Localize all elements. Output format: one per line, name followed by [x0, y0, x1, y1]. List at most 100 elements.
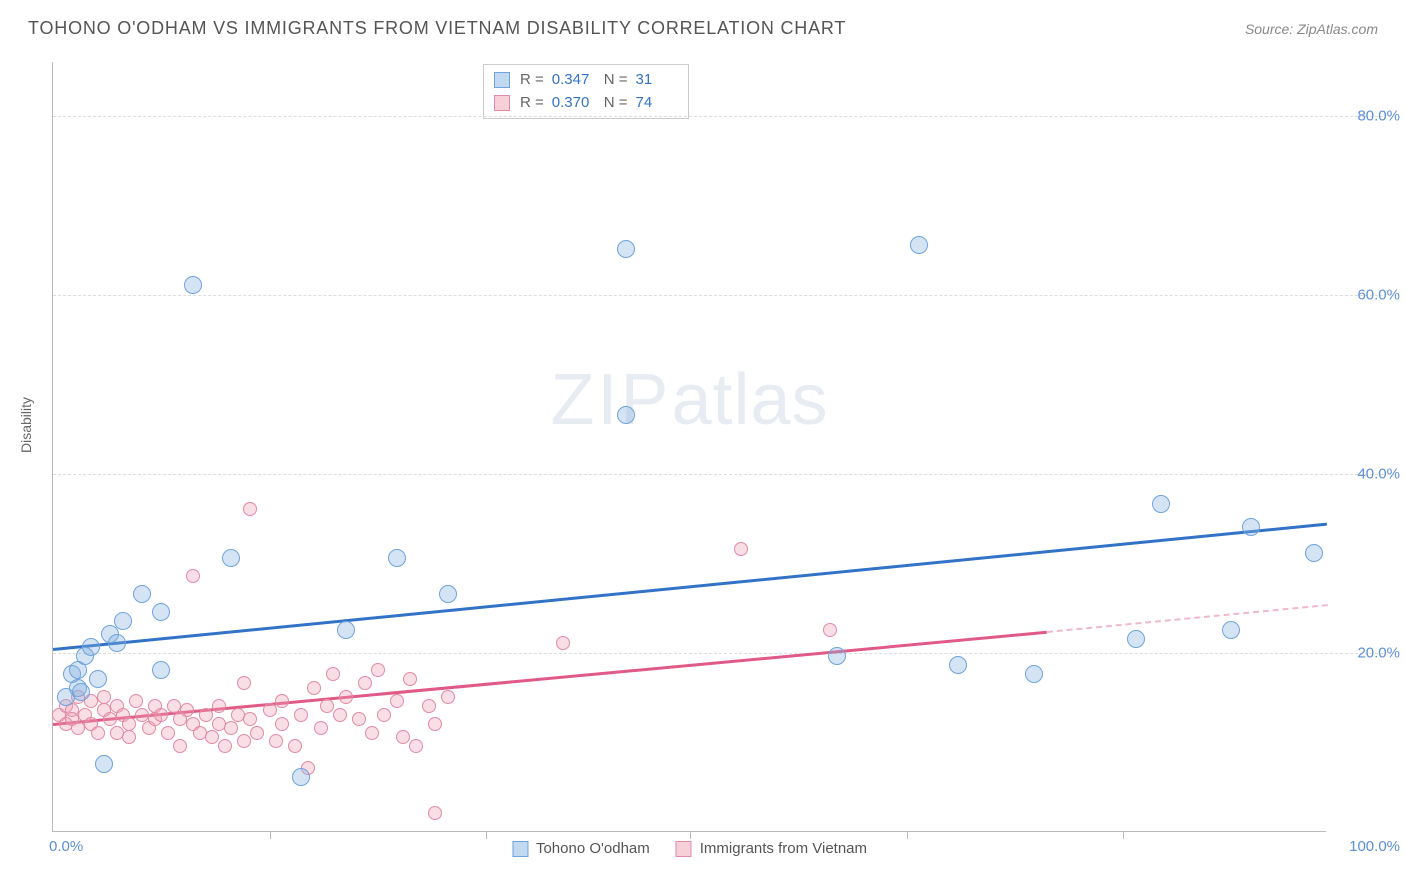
data-point	[243, 712, 257, 726]
data-point	[823, 623, 837, 637]
gridline	[53, 653, 1383, 654]
data-point	[1127, 630, 1145, 648]
data-point	[320, 699, 334, 713]
data-point	[224, 721, 238, 735]
data-point	[352, 712, 366, 726]
data-point	[422, 699, 436, 713]
data-point	[1242, 518, 1260, 536]
data-point	[269, 734, 283, 748]
data-point	[161, 726, 175, 740]
data-point	[388, 549, 406, 567]
data-point	[390, 694, 404, 708]
data-point	[339, 690, 353, 704]
data-point	[133, 585, 151, 603]
data-point	[275, 717, 289, 731]
watermark: ZIPatlas	[550, 359, 828, 441]
data-point	[288, 739, 302, 753]
x-minor-tick	[907, 831, 908, 839]
data-point	[173, 739, 187, 753]
data-point	[828, 647, 846, 665]
data-point	[949, 656, 967, 674]
data-point	[89, 670, 107, 688]
data-point	[358, 676, 372, 690]
data-point	[199, 708, 213, 722]
data-point	[326, 667, 340, 681]
data-point	[212, 699, 226, 713]
trend-line-2-ext	[1047, 604, 1327, 633]
x-tick-max: 100.0%	[1349, 838, 1400, 855]
x-minor-tick	[1123, 831, 1124, 839]
gridline	[53, 474, 1383, 475]
data-point	[152, 661, 170, 679]
y-tick-label: 80.0%	[1340, 107, 1400, 124]
data-point	[250, 726, 264, 740]
swatch-icon	[512, 841, 528, 857]
data-point	[910, 236, 928, 254]
data-point	[122, 717, 136, 731]
data-point	[108, 634, 126, 652]
data-point	[403, 672, 417, 686]
x-tick-min: 0.0%	[49, 838, 83, 855]
y-tick-label: 60.0%	[1340, 286, 1400, 303]
data-point	[396, 730, 410, 744]
data-point	[365, 726, 379, 740]
data-point	[154, 708, 168, 722]
data-point	[243, 502, 257, 516]
data-point	[294, 708, 308, 722]
data-point	[1305, 544, 1323, 562]
data-point	[97, 690, 111, 704]
y-axis-label: Disability	[18, 397, 34, 453]
data-point	[237, 734, 251, 748]
data-point	[152, 603, 170, 621]
data-point	[441, 690, 455, 704]
data-point	[333, 708, 347, 722]
data-point	[218, 739, 232, 753]
data-point	[371, 663, 385, 677]
data-point	[82, 638, 100, 656]
data-point	[186, 569, 200, 583]
data-point	[263, 703, 277, 717]
y-tick-label: 40.0%	[1340, 465, 1400, 482]
data-point	[237, 676, 251, 690]
data-point	[337, 621, 355, 639]
data-point	[617, 240, 635, 258]
data-point	[1025, 665, 1043, 683]
data-point	[292, 768, 310, 786]
data-point	[114, 612, 132, 630]
data-point	[439, 585, 457, 603]
data-point	[1152, 495, 1170, 513]
data-point	[428, 717, 442, 731]
stats-legend: R =0.347 N =31 R =0.370 N =74	[483, 64, 689, 119]
data-point	[1222, 621, 1240, 639]
data-point	[95, 755, 113, 773]
swatch-icon	[676, 841, 692, 857]
plot-area: ZIPatlas R =0.347 N =31 R =0.370 N =74 0…	[52, 62, 1326, 832]
legend-item-2: Immigrants from Vietnam	[676, 840, 867, 857]
data-point	[314, 721, 328, 735]
data-point	[222, 549, 240, 567]
gridline	[53, 116, 1383, 117]
data-point	[91, 726, 105, 740]
swatch-series-1	[494, 72, 510, 88]
chart-container: Disability ZIPatlas R =0.347 N =31 R =0.…	[28, 54, 1406, 892]
data-point	[617, 406, 635, 424]
swatch-series-2	[494, 95, 510, 111]
source-label: Source: ZipAtlas.com	[1245, 21, 1378, 37]
stats-row-2: R =0.370 N =74	[494, 92, 678, 115]
data-point	[184, 276, 202, 294]
legend-item-1: Tohono O'odham	[512, 840, 650, 857]
stats-row-1: R =0.347 N =31	[494, 69, 678, 92]
data-point	[275, 694, 289, 708]
data-point	[122, 730, 136, 744]
x-minor-tick	[486, 831, 487, 839]
data-point	[556, 636, 570, 650]
gridline	[53, 295, 1383, 296]
x-minor-tick	[690, 831, 691, 839]
data-point	[72, 683, 90, 701]
data-point	[180, 703, 194, 717]
y-tick-label: 20.0%	[1340, 644, 1400, 661]
series-legend: Tohono O'odham Immigrants from Vietnam	[512, 840, 867, 857]
chart-title: TOHONO O'ODHAM VS IMMIGRANTS FROM VIETNA…	[28, 18, 846, 39]
data-point	[734, 542, 748, 556]
data-point	[409, 739, 423, 753]
